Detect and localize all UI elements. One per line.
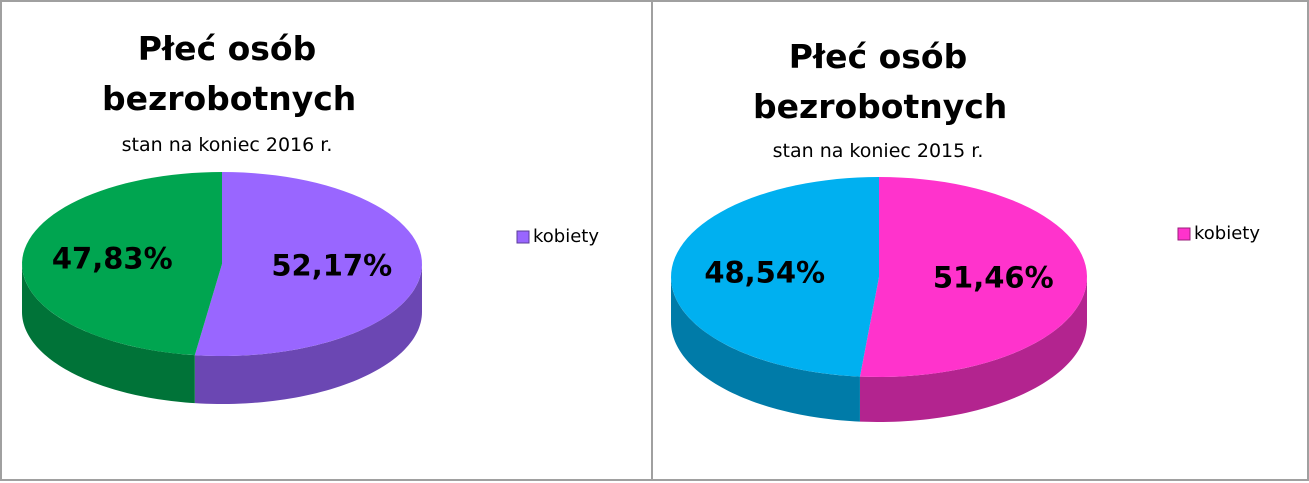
legend-marker (1177, 227, 1191, 241)
chart-title: Płeć osób bezrobotnych (102, 29, 357, 118)
legend-marker (516, 230, 530, 244)
pie-side (22, 264, 195, 404)
chart: 52,17% 47,83% kobiety (22, 172, 599, 404)
pie-side (671, 277, 860, 422)
pie-slice (859, 177, 1087, 377)
pie-slice (671, 177, 879, 377)
chart-subtitle: stan na koniec 2015 r. (772, 140, 984, 162)
legend-label: kobiety (533, 226, 599, 247)
pie-slice (194, 172, 422, 356)
data-label: 48,54% (704, 255, 825, 289)
data-label: 52,17% (271, 248, 392, 282)
legend-label: kobiety (1194, 223, 1260, 244)
pie-slice (22, 172, 223, 356)
data-label: 47,83% (52, 242, 173, 276)
chart-panel: Płeć osób bezrobotnych stan na koniec 20… (651, 0, 1309, 481)
data-label: 51,46% (933, 261, 1054, 295)
chart: 51,46% 48,54% kobiety (671, 177, 1260, 422)
chart-subtitle: stan na koniec 2016 r. (121, 134, 333, 156)
pie-side (859, 277, 1087, 422)
chart-title: Płeć osób bezrobotnych (753, 37, 1008, 126)
chart-panel: Płeć osób bezrobotnych stan na koniec 20… (0, 0, 653, 481)
pie-side (194, 264, 422, 404)
